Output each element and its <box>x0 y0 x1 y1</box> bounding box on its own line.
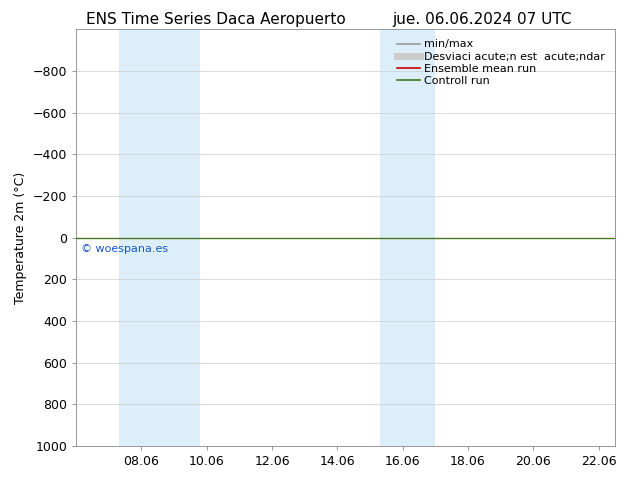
Text: © woespana.es: © woespana.es <box>81 244 168 254</box>
Bar <box>403 29 436 446</box>
Bar <box>380 29 403 446</box>
Bar <box>141 29 200 446</box>
Legend: min/max, Desviaci acute;n est  acute;ndar, Ensemble mean run, Controll run: min/max, Desviaci acute;n est acute;ndar… <box>393 35 609 91</box>
Bar <box>119 29 141 446</box>
Text: jue. 06.06.2024 07 UTC: jue. 06.06.2024 07 UTC <box>392 12 572 27</box>
Text: ENS Time Series Daca Aeropuerto: ENS Time Series Daca Aeropuerto <box>86 12 346 27</box>
Y-axis label: Temperature 2m (°C): Temperature 2m (°C) <box>14 172 27 304</box>
